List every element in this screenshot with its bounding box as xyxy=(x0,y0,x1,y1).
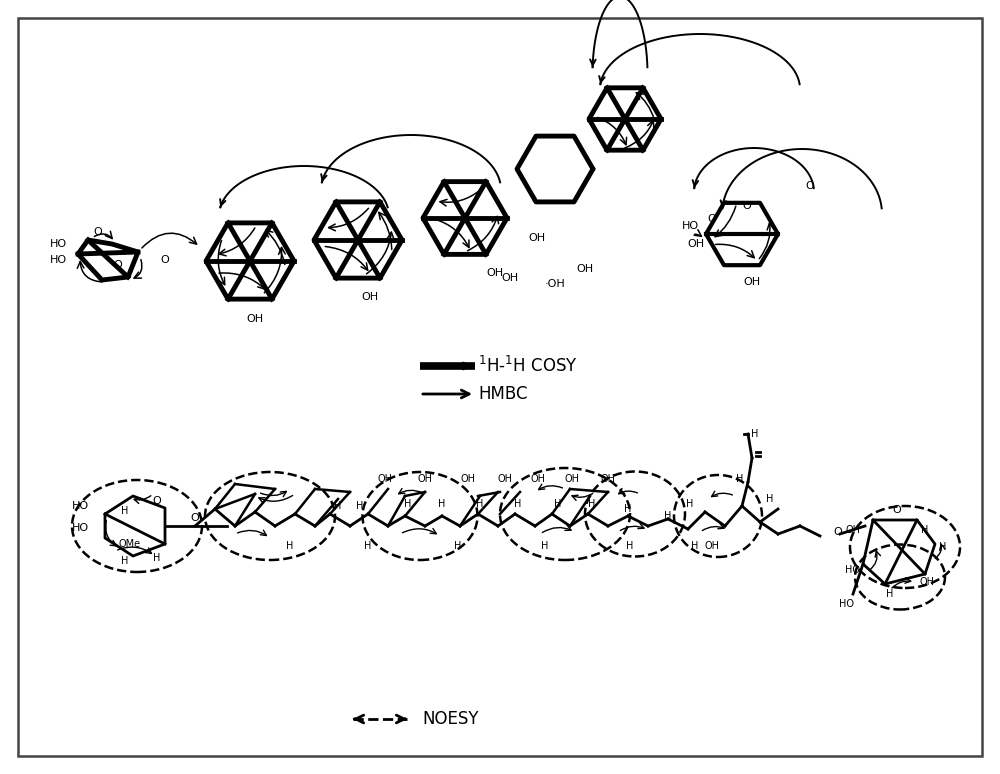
Text: H: H xyxy=(886,589,894,599)
Text: H: H xyxy=(476,499,484,509)
Text: H: H xyxy=(334,501,342,511)
Text: H: H xyxy=(664,511,672,521)
Text: H: H xyxy=(514,499,522,509)
Text: HO: HO xyxy=(49,239,67,249)
Text: OH: OH xyxy=(460,474,476,484)
Text: OH: OH xyxy=(528,233,546,243)
Text: H: H xyxy=(364,541,372,551)
Text: H: H xyxy=(404,499,412,509)
Text: O: O xyxy=(834,527,842,537)
Text: H: H xyxy=(554,499,562,509)
Text: H: H xyxy=(541,541,549,551)
Text: OH: OH xyxy=(704,541,720,551)
Text: O: O xyxy=(743,201,751,211)
Text: HO: HO xyxy=(71,523,89,533)
Text: OH: OH xyxy=(246,314,264,324)
Text: O: O xyxy=(94,227,102,237)
Text: OH: OH xyxy=(564,474,580,484)
Text: OH: OH xyxy=(378,474,392,484)
Text: ·OH: ·OH xyxy=(545,279,565,289)
Text: H: H xyxy=(736,474,744,484)
Text: H: H xyxy=(939,542,947,552)
Text: H: H xyxy=(121,506,129,516)
Text: O: O xyxy=(191,513,199,523)
Text: HO: HO xyxy=(840,599,854,609)
Text: HO: HO xyxy=(681,221,699,231)
Text: H: H xyxy=(766,494,774,504)
Text: HO: HO xyxy=(846,565,860,575)
Text: H: H xyxy=(691,541,699,551)
Text: O: O xyxy=(153,496,161,506)
Text: NOESY: NOESY xyxy=(422,710,479,728)
Text: OH: OH xyxy=(501,273,519,283)
Text: OH: OH xyxy=(846,525,860,535)
Text: H: H xyxy=(686,499,694,509)
Text: OH: OH xyxy=(743,277,761,287)
Text: OH: OH xyxy=(687,239,705,249)
Text: H: H xyxy=(454,541,462,551)
Text: OH: OH xyxy=(530,474,546,484)
Text: OH: OH xyxy=(600,474,616,484)
Text: H: H xyxy=(626,541,634,551)
Text: HMBC: HMBC xyxy=(478,385,528,403)
Text: O: O xyxy=(708,214,716,224)
Text: OH: OH xyxy=(576,264,594,274)
Text: H: H xyxy=(438,499,446,509)
Text: $^{1}$H-$^{1}$H COSY: $^{1}$H-$^{1}$H COSY xyxy=(478,356,578,376)
Text: H: H xyxy=(751,429,759,439)
Text: HO: HO xyxy=(71,501,89,511)
Text: O: O xyxy=(161,255,169,265)
Text: O: O xyxy=(114,260,122,270)
Text: OH: OH xyxy=(361,292,379,302)
Text: OH: OH xyxy=(418,474,432,484)
FancyBboxPatch shape xyxy=(18,18,982,756)
Text: H: H xyxy=(588,499,596,509)
Text: O: O xyxy=(806,181,814,191)
Text: OMe: OMe xyxy=(119,539,141,549)
Text: H: H xyxy=(356,501,364,511)
Text: HO: HO xyxy=(49,255,67,265)
Text: H: H xyxy=(286,541,294,551)
Text: H: H xyxy=(624,504,632,514)
Text: H: H xyxy=(921,525,929,535)
Text: O: O xyxy=(893,505,901,515)
Text: OH: OH xyxy=(486,268,504,278)
Text: OH: OH xyxy=(920,577,934,587)
Text: H: H xyxy=(121,556,129,566)
Text: OH: OH xyxy=(498,474,512,484)
Text: H: H xyxy=(153,553,161,563)
